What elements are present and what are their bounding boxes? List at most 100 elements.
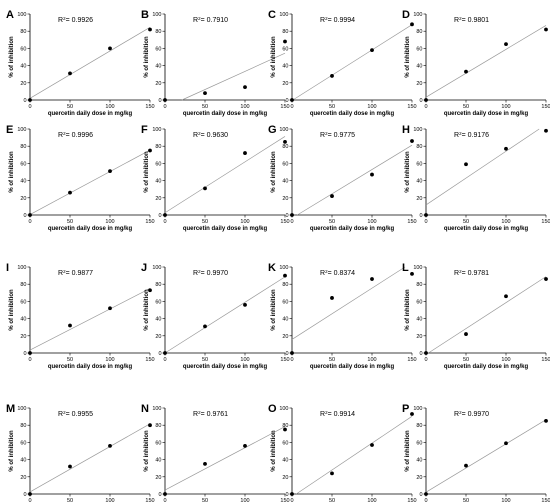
y-axis-label: % of inhibition xyxy=(405,289,411,331)
y-axis-label: % of inhibition xyxy=(144,151,150,193)
r2-label: R2= 0.9877 xyxy=(58,269,93,278)
data-point xyxy=(108,443,112,448)
y-tick-label: 20 xyxy=(282,81,288,87)
x-tick-label: 0 xyxy=(28,498,31,504)
data-point xyxy=(410,22,414,27)
y-tick-label: 80 xyxy=(155,144,161,150)
r2-label: R2= 0.9914 xyxy=(320,410,355,419)
y-axis-label: % of inhibition xyxy=(271,289,277,331)
x-tick-label: 0 xyxy=(290,219,293,225)
data-point xyxy=(148,423,152,428)
panel-c: C 0 20 40 60 80 100 0 50 100 150 quercetin daily do… xyxy=(268,9,417,117)
y-tick-label: 0 xyxy=(158,351,161,357)
y-tick-label: 20 xyxy=(20,81,26,87)
y-tick-label: 20 xyxy=(416,81,422,87)
y-tick-label: 60 xyxy=(416,440,422,446)
x-tick-label: 50 xyxy=(202,498,208,504)
y-tick-label: 20 xyxy=(20,475,26,481)
x-tick-label: 50 xyxy=(67,104,73,110)
y-tick-label: 0 xyxy=(23,492,26,498)
y-tick-label: 100 xyxy=(152,406,161,412)
data-point xyxy=(163,492,167,496)
y-tick-label: 40 xyxy=(155,317,161,323)
x-tick-label: 150 xyxy=(407,104,416,110)
fit-line xyxy=(164,136,286,214)
y-tick-label: 100 xyxy=(279,127,288,133)
y-tick-label: 20 xyxy=(416,334,422,340)
x-axis-label: quercetin daily dose in mg/kg xyxy=(444,226,529,232)
x-tick-label: 0 xyxy=(28,219,31,225)
data-point xyxy=(504,42,508,46)
x-tick-label: 100 xyxy=(240,498,249,504)
x-tick-label: 0 xyxy=(163,357,166,363)
r2-label: R2= 0.7910 xyxy=(193,16,228,25)
x-tick-label: 150 xyxy=(145,219,154,225)
data-point xyxy=(243,85,247,89)
x-tick-label: 50 xyxy=(329,357,335,363)
data-point xyxy=(424,213,428,217)
y-tick-label: 80 xyxy=(155,423,161,429)
r2-label: R2= 0.8374 xyxy=(320,269,355,278)
x-tick-label: 100 xyxy=(501,357,510,363)
x-tick-label: 50 xyxy=(463,357,469,363)
y-tick-label: 0 xyxy=(23,98,26,104)
data-point xyxy=(464,69,468,74)
y-tick-label: 0 xyxy=(158,213,161,219)
x-tick-label: 0 xyxy=(290,498,293,504)
panel-letter-p: P xyxy=(402,403,409,415)
y-tick-label: 20 xyxy=(155,196,161,202)
x-tick-label: 50 xyxy=(67,357,73,363)
y-tick-label: 0 xyxy=(158,492,161,498)
fit-line xyxy=(297,144,413,216)
data-point xyxy=(243,443,247,448)
data-point xyxy=(68,464,72,469)
x-tick-label: 150 xyxy=(145,498,154,504)
data-point xyxy=(544,128,548,133)
panel-e: E 0 20 40 60 80 100 0 50 100 150 quercetin daily do… xyxy=(6,124,155,232)
panel-letter-k: K xyxy=(268,262,276,274)
fit-line xyxy=(292,24,413,101)
data-point xyxy=(330,74,334,78)
x-tick-label: 50 xyxy=(463,104,469,110)
x-tick-label: 0 xyxy=(28,357,31,363)
x-tick-label: 150 xyxy=(541,498,550,504)
y-tick-label: 100 xyxy=(279,265,288,271)
x-tick-label: 0 xyxy=(424,104,427,110)
y-tick-label: 20 xyxy=(416,475,422,481)
panel-letter-i: I xyxy=(6,262,9,274)
data-point xyxy=(148,27,152,32)
y-tick-label: 80 xyxy=(416,282,422,288)
panel-d: D 0 20 40 60 80 100 0 50 100 150 quercetin daily do… xyxy=(402,9,550,117)
y-tick-label: 20 xyxy=(282,475,288,481)
y-tick-label: 100 xyxy=(17,406,26,412)
y-axis-label: % of inhibition xyxy=(9,36,15,78)
y-tick-label: 100 xyxy=(17,265,26,271)
panel-letter-n: N xyxy=(141,403,149,415)
y-tick-label: 40 xyxy=(155,64,161,70)
panel-letter-g: G xyxy=(268,124,277,136)
fit-line xyxy=(29,27,151,99)
fit-line xyxy=(29,288,151,351)
y-axis-label: % of inhibition xyxy=(144,289,150,331)
fit-line xyxy=(428,276,547,354)
data-point xyxy=(163,213,167,217)
y-tick-label: 40 xyxy=(282,179,288,185)
y-tick-label: 60 xyxy=(20,161,26,167)
y-tick-label: 80 xyxy=(416,144,422,150)
x-tick-label: 0 xyxy=(290,357,293,363)
x-tick-label: 100 xyxy=(501,104,510,110)
x-tick-label: 150 xyxy=(145,104,154,110)
x-tick-label: 0 xyxy=(163,498,166,504)
x-axis-label: quercetin daily dose in mg/kg xyxy=(48,226,133,232)
r2-label: R2= 0.9955 xyxy=(58,410,93,419)
y-tick-label: 0 xyxy=(419,98,422,104)
x-axis-label: quercetin daily dose in mg/kg xyxy=(183,226,268,232)
panel-letter-m: M xyxy=(6,403,15,415)
data-point xyxy=(108,306,112,311)
data-point xyxy=(504,294,508,299)
data-point xyxy=(410,139,414,143)
y-tick-label: 40 xyxy=(20,458,26,464)
data-point xyxy=(504,441,508,446)
x-tick-label: 50 xyxy=(329,219,335,225)
